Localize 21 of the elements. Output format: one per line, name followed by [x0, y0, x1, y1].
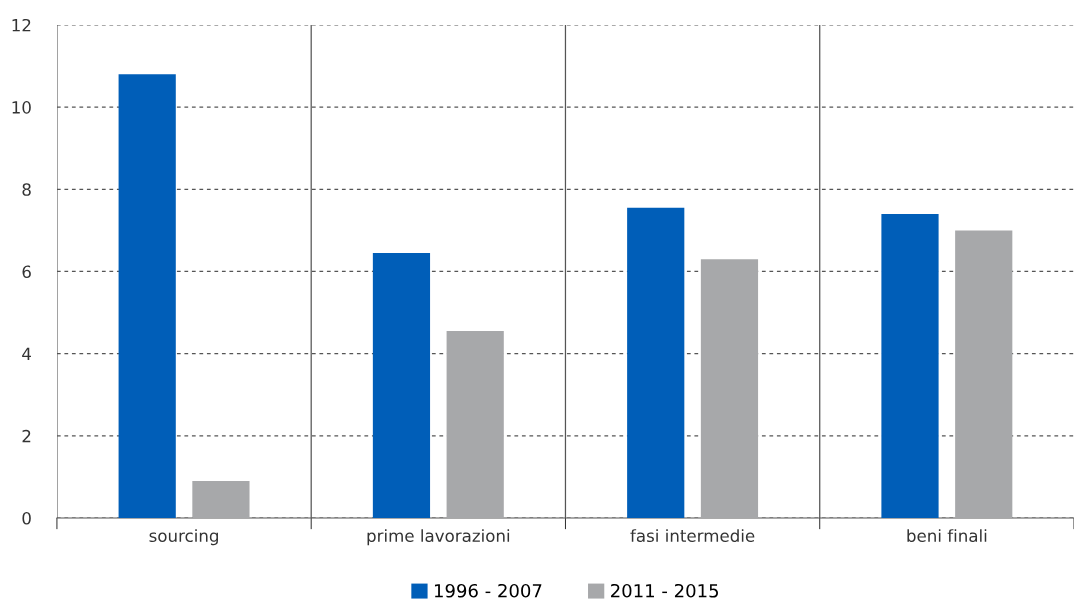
bar — [118, 74, 176, 519]
y-tick-label: 12 — [12, 18, 31, 32]
bar — [881, 213, 939, 519]
legend-label: 1996 - 2007 — [434, 583, 542, 598]
bar — [955, 230, 1013, 519]
y-tick-label: 2 — [22, 429, 31, 443]
bar — [446, 331, 504, 519]
bar — [192, 481, 250, 519]
legend-label: 2011 - 2015 — [611, 583, 719, 598]
y-tick-label: 4 — [22, 347, 31, 360]
x-tick-label: beni finali — [907, 529, 987, 543]
y-tick-label: 6 — [22, 265, 31, 279]
x-tick-label: prime lavorazioni — [367, 529, 510, 546]
y-tick-label: 0 — [22, 511, 31, 525]
bar — [700, 259, 759, 519]
bar — [372, 252, 431, 519]
y-tick-label: 8 — [22, 183, 31, 196]
x-tick-label: fasi intermedie — [630, 529, 755, 543]
bar — [627, 207, 685, 519]
x-tick-label: sourcing — [149, 529, 218, 546]
y-tick-label: 10 — [12, 101, 31, 114]
